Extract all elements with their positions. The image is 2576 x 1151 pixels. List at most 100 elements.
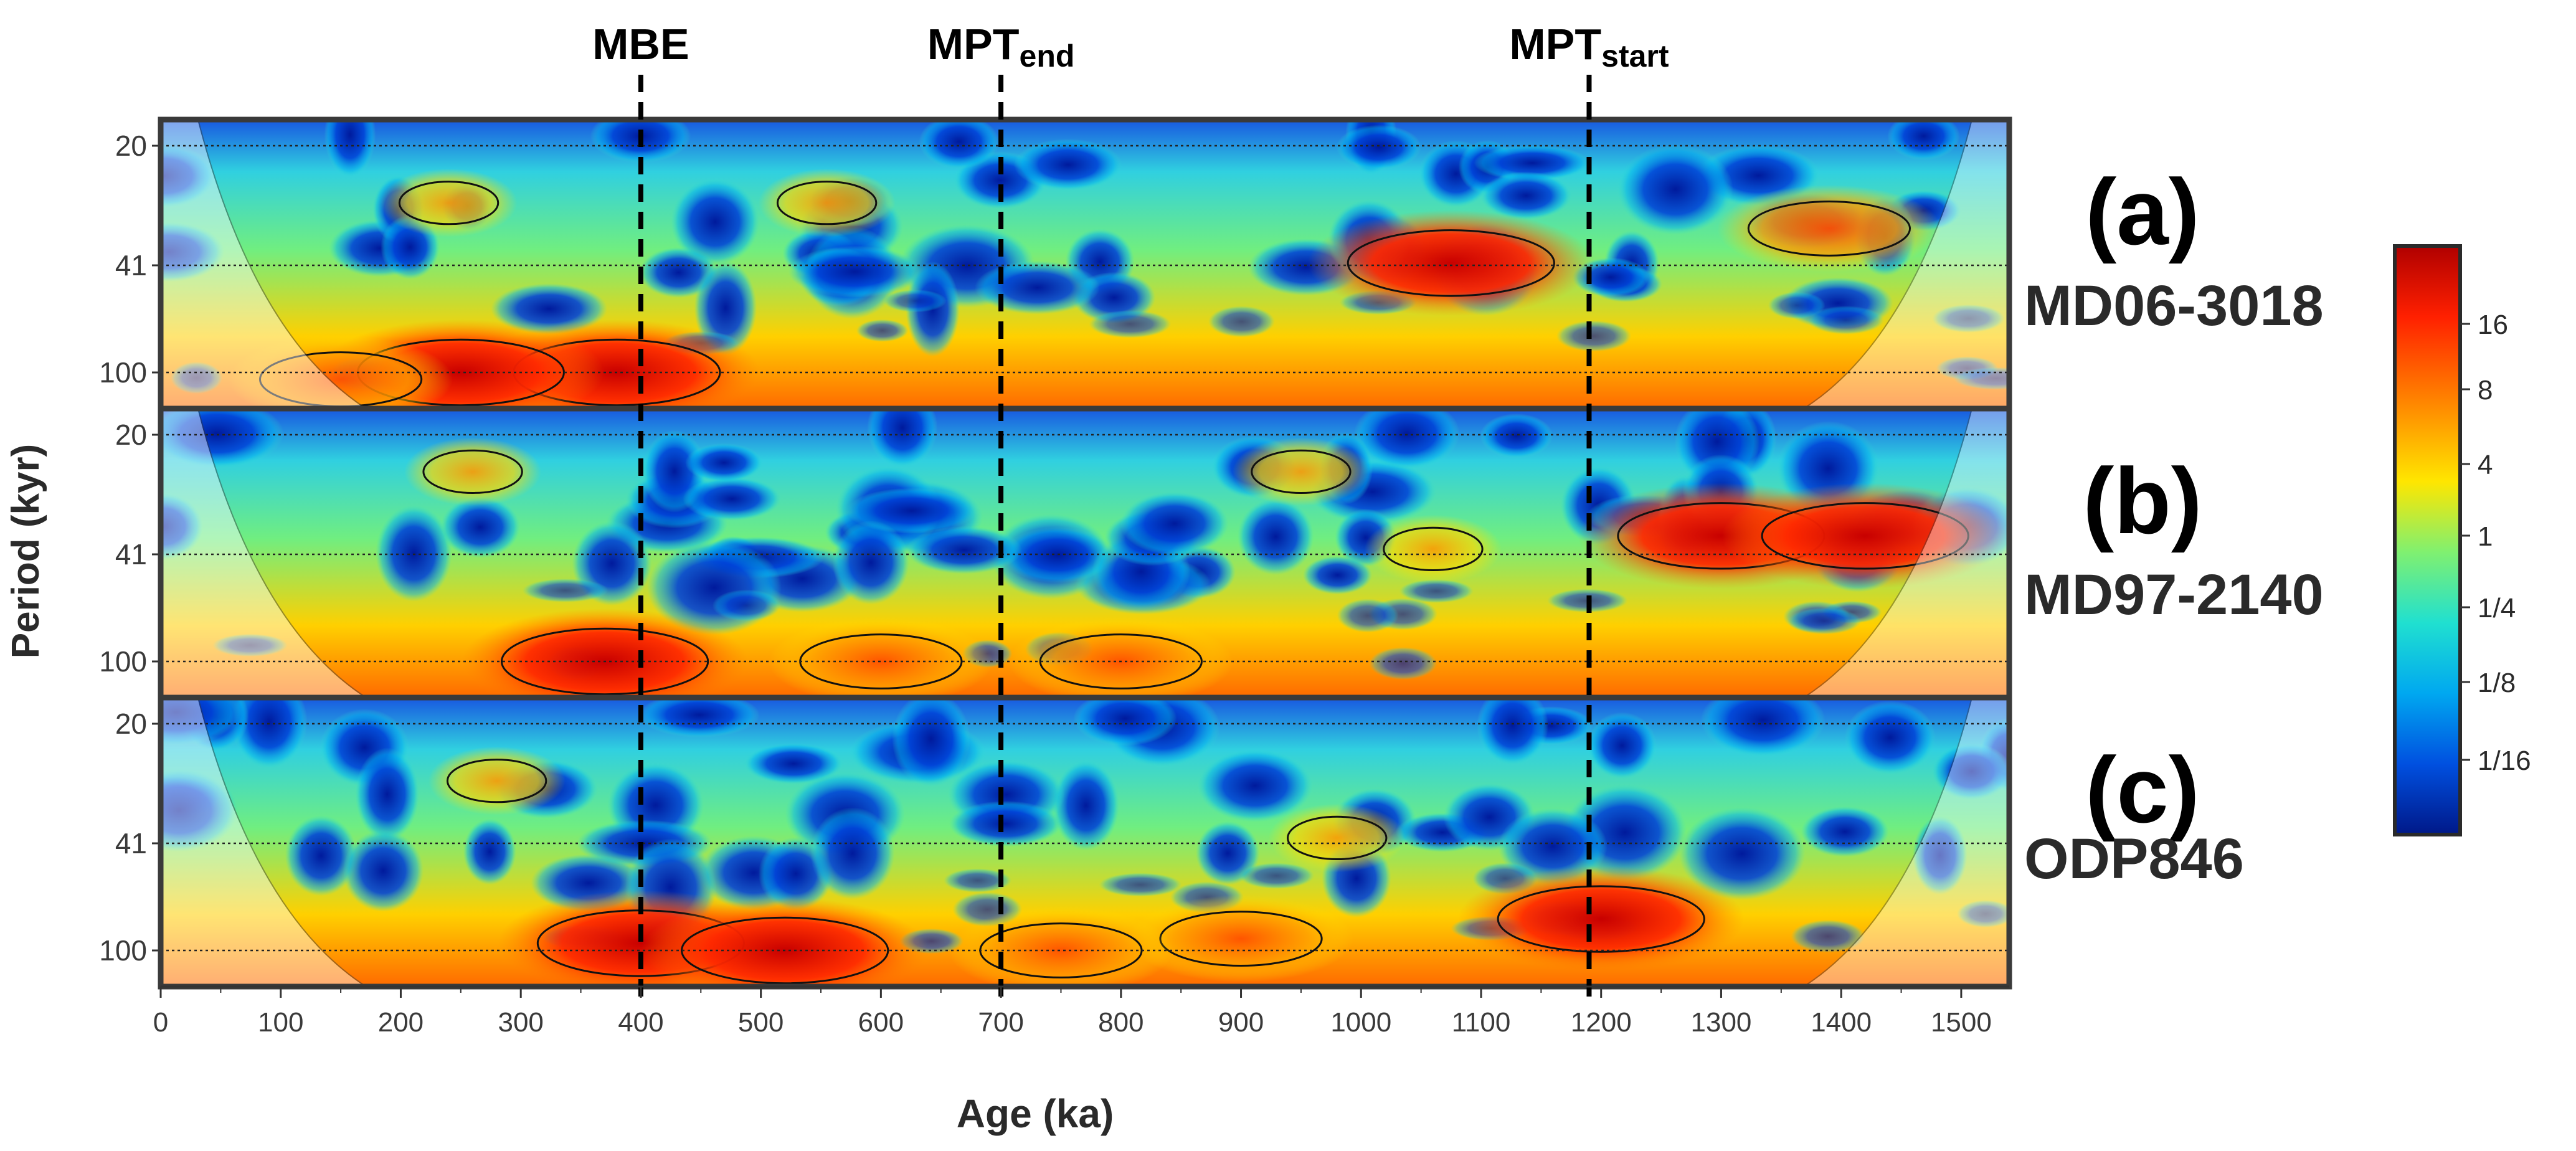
low-power-blob xyxy=(1053,760,1119,851)
power-hotspot xyxy=(404,437,542,506)
event-label: MPTend xyxy=(927,20,1075,73)
colorbar-tick-label: 1/8 xyxy=(2478,668,2516,698)
low-power-blob xyxy=(376,505,452,602)
low-power-blob xyxy=(1887,120,1960,161)
event-label: MPTstart xyxy=(1509,20,1669,73)
low-power-blob xyxy=(1239,863,1315,889)
x-tick-label: 1400 xyxy=(1811,1007,1872,1038)
low-power-blob xyxy=(1399,579,1474,604)
low-power-blob xyxy=(161,222,225,282)
low-power-blob xyxy=(1808,306,1884,334)
low-power-blob xyxy=(1791,919,1865,953)
x-tick-label: 300 xyxy=(498,1007,543,1038)
low-power-blob xyxy=(1208,306,1275,338)
low-power-blob xyxy=(944,868,1012,893)
cone-of-influence-right xyxy=(1802,409,2009,698)
low-power-blob xyxy=(1337,599,1399,633)
significance-contour xyxy=(1039,633,1203,689)
low-power-blob xyxy=(440,496,521,558)
significance-contour xyxy=(1747,201,1911,257)
power-hotspot xyxy=(1232,437,1370,506)
low-power-blob xyxy=(1957,899,2009,928)
power-hotspot xyxy=(642,898,929,987)
low-power-blob xyxy=(491,283,608,334)
x-tick-label: 1500 xyxy=(1931,1007,1992,1038)
period-tick-label: 100 xyxy=(99,356,147,389)
significance-contour xyxy=(776,181,878,225)
low-power-blob xyxy=(161,144,216,208)
low-power-blob xyxy=(1932,742,2009,800)
panel-spectrum xyxy=(161,120,2009,409)
low-power-blob xyxy=(856,319,909,342)
panel-b: 20 41 100 (b) MD97-2140 xyxy=(99,405,2324,701)
event-label-subscript: end xyxy=(1020,39,1075,73)
colorbar-tick-label: 4 xyxy=(2478,450,2493,480)
low-power-blob xyxy=(1089,310,1172,338)
low-power-blob xyxy=(1120,491,1229,556)
low-power-blob xyxy=(639,698,760,738)
colorbar-tick-label: 1/4 xyxy=(2478,593,2516,623)
low-power-blob xyxy=(712,589,781,622)
significance-contour xyxy=(1761,502,1969,570)
low-power-blob xyxy=(892,698,970,787)
power-hotspot xyxy=(949,907,1173,987)
colorbar-tick-label: 16 xyxy=(2478,310,2508,340)
panels-layer: 2041100(a)MD06-30182041100(b)MD97-214020… xyxy=(99,116,2324,990)
power-hotspot xyxy=(1268,803,1406,873)
low-power-blob xyxy=(1369,647,1437,680)
low-power-blob xyxy=(867,409,938,468)
low-power-blob xyxy=(1195,821,1260,885)
significance-contour xyxy=(1347,229,1555,297)
low-power-blob xyxy=(919,120,999,169)
low-power-blob xyxy=(1498,808,1608,885)
low-power-blob xyxy=(161,493,203,560)
low-power-blob xyxy=(230,698,308,769)
low-power-blob xyxy=(1480,171,1572,220)
low-power-blob xyxy=(522,578,608,603)
low-power-blob xyxy=(343,830,424,912)
low-power-blob xyxy=(1912,815,1968,895)
period-tick-label: 20 xyxy=(115,130,147,162)
panel-letter: (b) xyxy=(2083,448,2202,553)
low-power-blob xyxy=(1073,698,1177,746)
colorbar-tick-label: 1/16 xyxy=(2478,746,2531,776)
period-tick-label: 41 xyxy=(115,827,147,860)
low-power-blob xyxy=(1556,320,1632,352)
low-power-blob xyxy=(832,520,909,605)
power-hotspot xyxy=(1008,618,1233,698)
event-label: MBE xyxy=(592,20,689,69)
power-hotspot xyxy=(462,609,749,698)
cone-of-influence-right xyxy=(1802,698,2009,987)
power-hotspot xyxy=(1457,866,1745,972)
panel-letter: (a) xyxy=(2085,159,2199,264)
significance-contour xyxy=(500,627,709,696)
low-power-blob xyxy=(1587,712,1657,779)
panel-c: 20 41 100 (c)ODP846 xyxy=(99,694,2244,990)
low-power-blob xyxy=(810,807,895,899)
power-hotspot xyxy=(1721,483,2009,589)
significance-contour xyxy=(1383,526,1484,572)
power-hotspot xyxy=(758,168,896,237)
low-power-blob xyxy=(685,443,763,483)
core-name: ODP846 xyxy=(2024,827,2244,891)
low-power-blob xyxy=(1336,125,1422,170)
x-tick-label: 0 xyxy=(153,1007,168,1038)
x-tick-label: 200 xyxy=(378,1007,424,1038)
x-tick-label: 1200 xyxy=(1571,1007,1632,1038)
low-power-blob xyxy=(1617,144,1733,235)
low-power-blob xyxy=(949,800,1062,847)
x-tick-label: 800 xyxy=(1098,1007,1144,1038)
low-power-blob xyxy=(212,633,288,657)
low-power-blob xyxy=(1477,698,1549,765)
low-power-blob xyxy=(1801,806,1889,857)
period-tick-label: 41 xyxy=(115,538,147,571)
significance-contour xyxy=(1287,815,1388,861)
low-power-blob xyxy=(1197,749,1313,822)
power-hotspot xyxy=(1307,210,1594,316)
x-tick-label: 900 xyxy=(1218,1007,1264,1038)
low-power-blob xyxy=(285,815,358,896)
low-power-blob xyxy=(694,260,757,355)
low-power-blob xyxy=(744,743,843,784)
significance-contour xyxy=(681,916,889,985)
